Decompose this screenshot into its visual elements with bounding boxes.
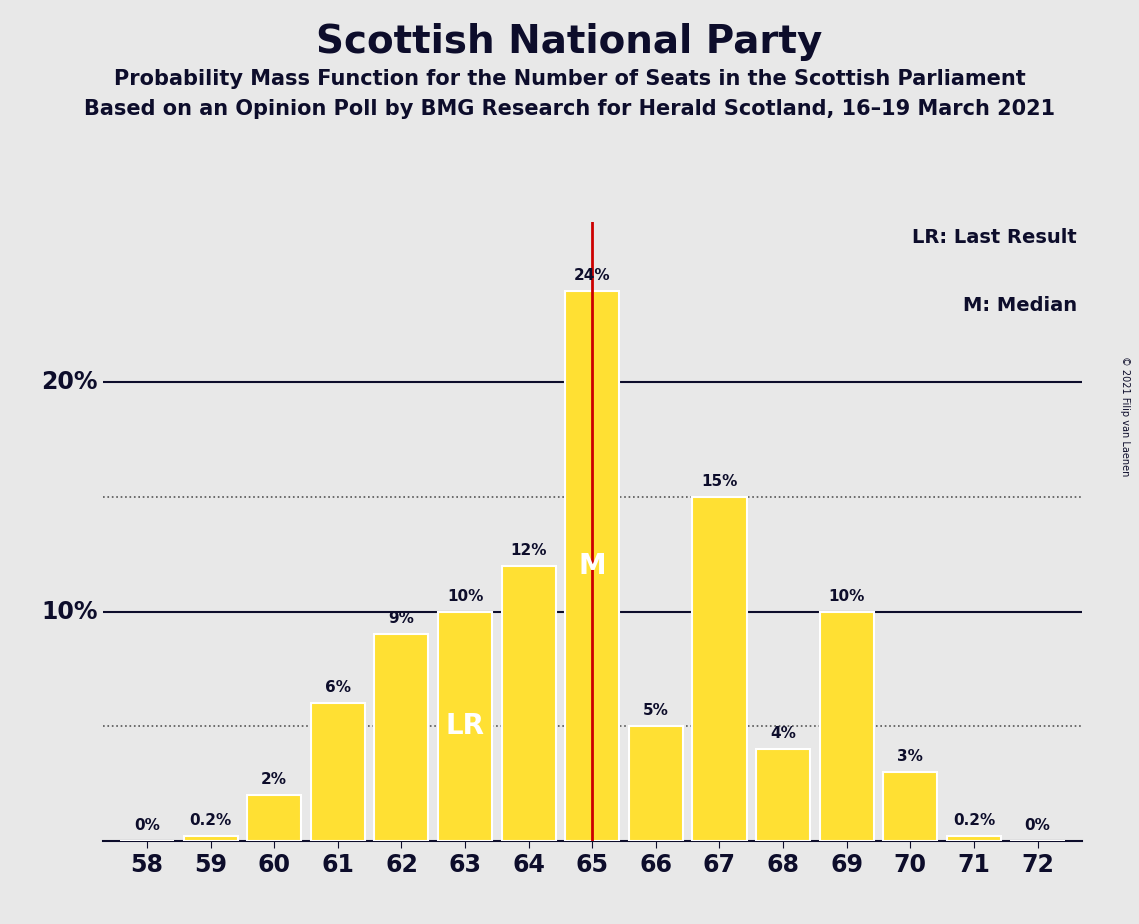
Text: M: M — [579, 552, 606, 579]
Text: 10%: 10% — [828, 589, 865, 603]
Text: 24%: 24% — [574, 268, 611, 283]
Text: 6%: 6% — [325, 680, 351, 695]
Text: 10%: 10% — [41, 600, 98, 624]
Text: 2%: 2% — [261, 772, 287, 787]
Text: 3%: 3% — [898, 749, 924, 764]
Bar — [375, 635, 428, 841]
Text: 0.2%: 0.2% — [189, 813, 231, 828]
Bar — [501, 565, 556, 841]
Bar — [947, 836, 1001, 841]
Text: 9%: 9% — [388, 612, 415, 626]
Bar — [311, 703, 364, 841]
Bar — [820, 612, 874, 841]
Bar — [693, 497, 746, 841]
Bar — [883, 772, 937, 841]
Text: 0%: 0% — [1025, 818, 1050, 833]
Text: Scottish National Party: Scottish National Party — [317, 23, 822, 61]
Bar — [439, 612, 492, 841]
Text: 5%: 5% — [642, 703, 669, 718]
Bar — [247, 795, 302, 841]
Bar — [629, 726, 683, 841]
Bar — [756, 749, 810, 841]
Text: Based on an Opinion Poll by BMG Research for Herald Scotland, 16–19 March 2021: Based on an Opinion Poll by BMG Research… — [84, 99, 1055, 119]
Text: Probability Mass Function for the Number of Seats in the Scottish Parliament: Probability Mass Function for the Number… — [114, 69, 1025, 90]
Text: LR: Last Result: LR: Last Result — [912, 228, 1077, 247]
Text: M: Median: M: Median — [964, 296, 1077, 315]
Text: 20%: 20% — [41, 371, 98, 395]
Text: 10%: 10% — [446, 589, 483, 603]
Text: LR: LR — [445, 712, 484, 740]
Bar — [565, 290, 620, 841]
Text: 0.2%: 0.2% — [953, 813, 995, 828]
Text: 15%: 15% — [702, 474, 738, 489]
Text: 4%: 4% — [770, 726, 796, 741]
Text: 0%: 0% — [134, 818, 159, 833]
Text: © 2021 Filip van Laenen: © 2021 Filip van Laenen — [1121, 356, 1130, 476]
Text: 12%: 12% — [510, 542, 547, 558]
Bar — [183, 836, 238, 841]
